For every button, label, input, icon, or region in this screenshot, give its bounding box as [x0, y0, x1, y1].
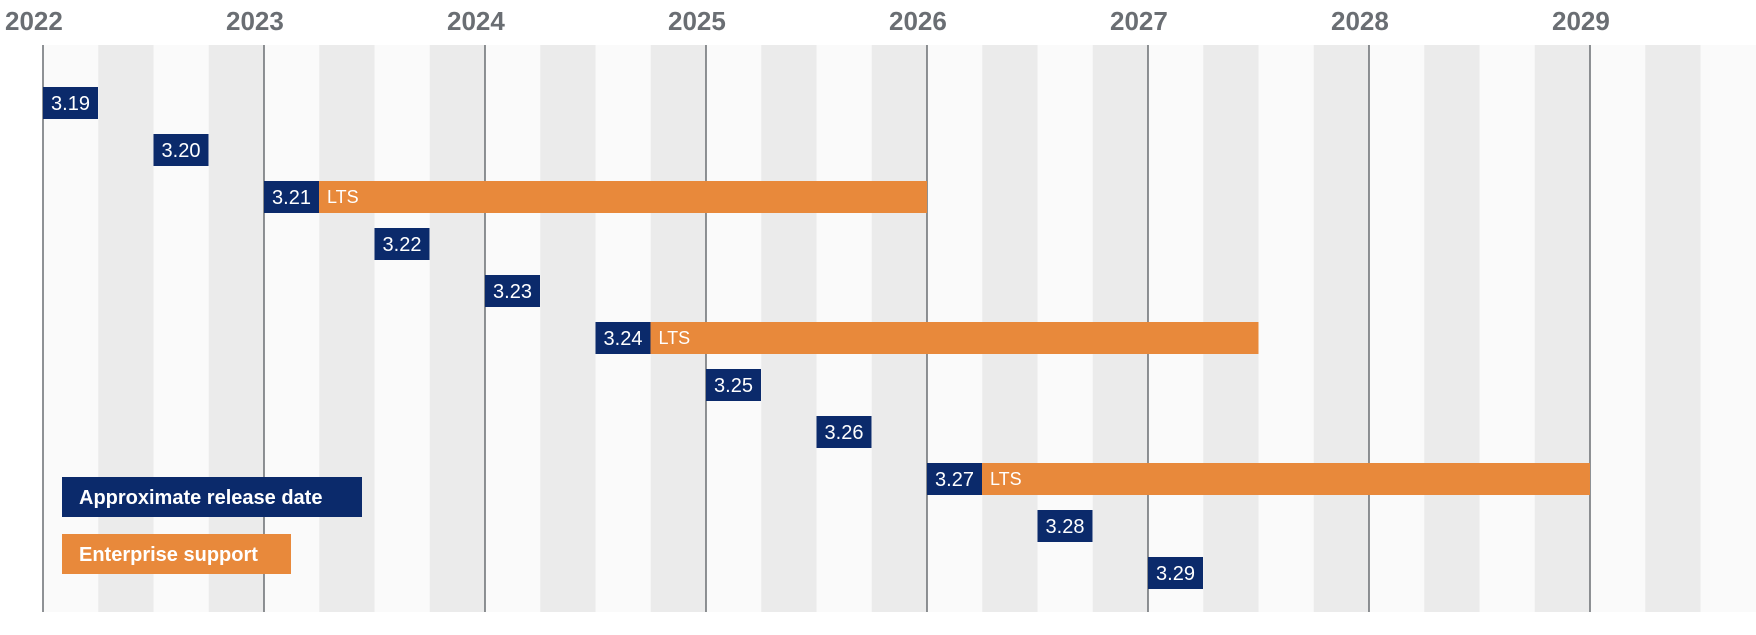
stripe-band [98, 45, 154, 612]
release-box [595, 322, 651, 354]
stripe-band [1645, 45, 1701, 612]
release-box [816, 416, 872, 448]
stripe-band [319, 45, 375, 612]
year-tick-label: 2024 [447, 6, 505, 36]
version-label: 3.24 [604, 328, 643, 350]
lts-label: LTS [990, 469, 1022, 489]
release-box [927, 463, 982, 495]
stripe-band [540, 45, 596, 612]
stripe-band [1369, 45, 1425, 612]
release-bars: 3.19 3.20 LTS 3.21 3.22 3.23 LTS 3.24 3.25 3.26 LT… [43, 87, 1590, 589]
year-tick-label: 2026 [889, 6, 947, 36]
version-label: 3.22 [383, 234, 422, 256]
legend: Approximate release date Enterprise suppo… [62, 477, 362, 574]
release-box [153, 134, 209, 166]
stripe-band [1590, 45, 1646, 612]
stripe-band [1258, 45, 1315, 612]
year-tick-label: 2023 [226, 6, 284, 36]
year-tick-label: 2022 [5, 6, 63, 36]
release-box [485, 275, 540, 307]
release-box [706, 369, 761, 401]
year-tick-label: 2025 [668, 6, 726, 36]
year-tick-label: 2027 [1110, 6, 1168, 36]
stripe-band [1534, 45, 1591, 612]
release-box [264, 181, 319, 213]
lts-label: LTS [659, 328, 691, 348]
stripe-band [153, 45, 210, 612]
version-label: 3.19 [51, 93, 90, 115]
stripe-band [1700, 45, 1756, 612]
stripe-band [1479, 45, 1536, 612]
year-tick-label: 2028 [1331, 6, 1389, 36]
year-tick-label: 2029 [1552, 6, 1610, 36]
support-bar [982, 463, 1590, 495]
stripe-band [208, 45, 265, 612]
legend-swatch [62, 534, 291, 574]
background-stripes [43, 45, 1756, 612]
stripe-band [485, 45, 541, 612]
version-label: 3.29 [1156, 563, 1195, 585]
stripe-band [429, 45, 486, 612]
version-label: 3.25 [714, 375, 753, 397]
year-axis-labels: 2022 2023 2024 2025 2026 2027 2028 2029 [5, 6, 1610, 36]
version-label: 3.27 [935, 469, 974, 491]
version-label: 3.26 [825, 422, 864, 444]
version-label: 3.21 [272, 187, 311, 209]
release-box [43, 87, 98, 119]
version-label: 3.23 [493, 281, 532, 303]
release-box [374, 228, 430, 260]
version-label: 3.28 [1046, 516, 1085, 538]
release-box [1148, 557, 1203, 589]
lts-label: LTS [327, 187, 359, 207]
stripe-band [264, 45, 320, 612]
stripe-band [43, 45, 99, 612]
stripe-band [1424, 45, 1480, 612]
release-box [1037, 510, 1093, 542]
support-bar [319, 181, 927, 213]
support-bar [650, 322, 1259, 354]
version-label: 3.20 [162, 140, 201, 162]
legend-label: Approximate release date [79, 487, 322, 509]
stripe-band [374, 45, 431, 612]
stripe-band [1313, 45, 1370, 612]
legend-label: Enterprise support [79, 544, 258, 566]
legend-swatch [62, 477, 362, 517]
